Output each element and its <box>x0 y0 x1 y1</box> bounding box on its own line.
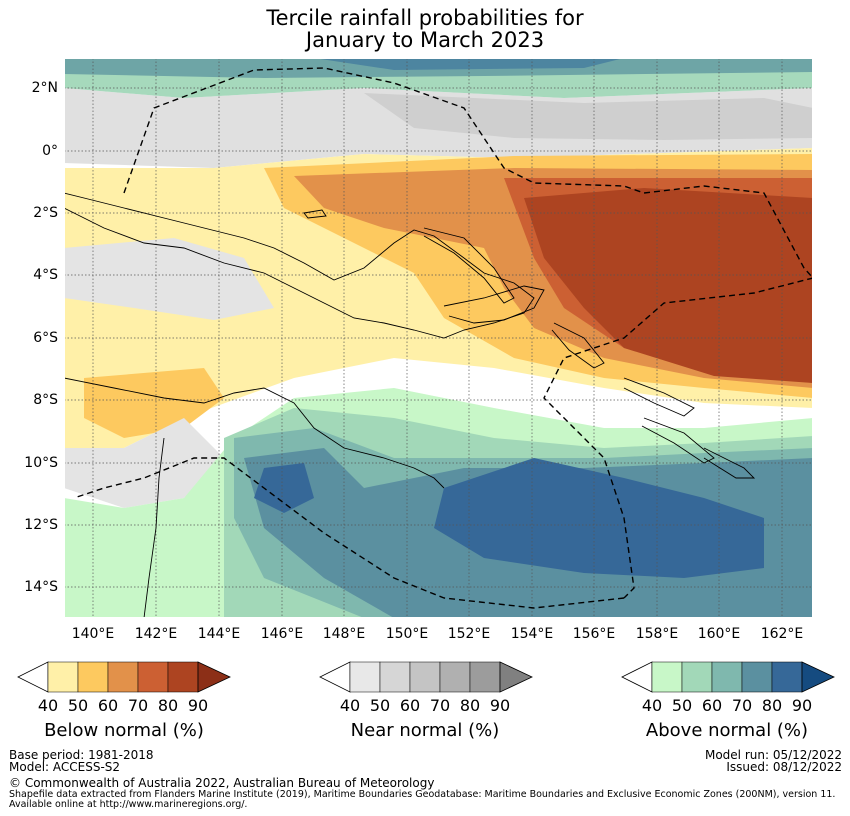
above-tick-90: 90 <box>791 696 813 715</box>
near-tick-70: 70 <box>429 696 451 715</box>
map-title-line1: Tercile rainfall probabilities for <box>266 6 584 30</box>
above-tick-70: 70 <box>731 696 753 715</box>
lon-label-146e: 146°E <box>260 626 304 642</box>
near-swatch-90 <box>499 661 533 693</box>
near-tick-60: 60 <box>399 696 421 715</box>
coastlines <box>64 192 756 618</box>
near-normal-south-west-patch <box>64 418 224 508</box>
lat-label-2n: 2°N <box>31 80 58 96</box>
above-normal-80-blob <box>254 463 314 513</box>
near-swatch-60 <box>409 661 441 693</box>
below-swatch-80 <box>167 661 199 693</box>
issued-date: Issued: 08/12/2022 <box>726 760 842 774</box>
below-tick-90: 90 <box>187 696 209 715</box>
above-swatch-50 <box>681 661 713 693</box>
near-normal-west-patch <box>64 238 274 320</box>
base-period: Base period: 1981-2018 <box>9 748 154 762</box>
below-tick-50: 50 <box>67 696 89 715</box>
above-swatch-80 <box>771 661 803 693</box>
new-britain <box>443 285 545 324</box>
copyright: © Commonwealth of Australia 2022, Austra… <box>9 776 435 790</box>
near-swatch-50 <box>379 661 411 693</box>
lon-label-156e: 156°E <box>572 626 616 642</box>
above-tick-50: 50 <box>671 696 693 715</box>
probability-map <box>64 58 813 618</box>
above-tick-80: 80 <box>761 696 783 715</box>
lon-label-140e: 140°E <box>71 626 115 642</box>
lat-label-4s: 4°S <box>33 267 58 283</box>
above-normal-title: Above normal (%) <box>645 720 809 741</box>
near-normal-colorbar <box>319 661 533 693</box>
lon-label-160e: 160°E <box>697 626 741 642</box>
near-tick-90: 90 <box>489 696 511 715</box>
manus <box>303 209 327 219</box>
near-tick-50: 50 <box>369 696 391 715</box>
model-run: Model run: 05/12/2022 <box>704 748 842 762</box>
lat-label-14s: 14°S <box>24 579 58 595</box>
above-swatch-70 <box>741 661 773 693</box>
below-swatch-60 <box>107 661 139 693</box>
shapefile-credit-line1: Shapefile data extracted from Flanders M… <box>9 789 836 800</box>
below-tick-80: 80 <box>157 696 179 715</box>
below-tick-70: 70 <box>127 696 149 715</box>
above-swatch-90 <box>801 661 835 693</box>
eez-boundaries <box>73 67 813 609</box>
above-swatch-60 <box>711 661 743 693</box>
map-title-line2: January to March 2023 <box>305 28 545 52</box>
lat-label-2s: 2°S <box>33 205 58 221</box>
below-swatch-70 <box>137 661 169 693</box>
cape-york <box>143 437 165 618</box>
lon-label-158e: 158°E <box>635 626 679 642</box>
below-normal-80-region <box>524 188 813 383</box>
new-ireland <box>423 227 515 304</box>
png-eez <box>123 67 813 279</box>
near-tick-80: 80 <box>459 696 481 715</box>
lon-label-148e: 148°E <box>322 626 366 642</box>
lon-label-142e: 142°E <box>134 626 178 642</box>
map-frame <box>64 58 813 618</box>
below-normal-colorbar <box>17 661 231 693</box>
lat-label-0: 0° <box>42 143 58 159</box>
above-normal-north-deep <box>314 58 624 70</box>
bougainville <box>551 322 605 369</box>
near-swatch-80 <box>469 661 501 693</box>
below-swatch-90 <box>197 661 231 693</box>
below-tick-60: 60 <box>97 696 119 715</box>
near-swatch-70 <box>439 661 471 693</box>
lon-label-150e: 150°E <box>385 626 429 642</box>
new-guinea-coast <box>64 192 535 339</box>
near-normal-title: Near normal (%) <box>350 720 500 741</box>
lat-label-8s: 8°S <box>33 392 58 408</box>
graticule <box>64 58 813 618</box>
png-south-eez <box>73 457 625 609</box>
lon-label-144e: 144°E <box>197 626 241 642</box>
below-tick-40: 40 <box>37 696 59 715</box>
new-guinea-south-coast <box>64 377 445 489</box>
lon-label-162e: 162°E <box>760 626 804 642</box>
solomon-islands <box>623 377 756 479</box>
model-name: Model: ACCESS-S2 <box>9 760 121 774</box>
solomon-eez <box>543 277 813 599</box>
above-tick-40: 40 <box>641 696 663 715</box>
lon-label-152e: 152°E <box>447 626 491 642</box>
above-tick-60: 60 <box>701 696 723 715</box>
lat-label-12s: 12°S <box>24 517 58 533</box>
above-normal-80-south <box>434 458 764 578</box>
near-normal-north-core <box>364 93 813 140</box>
shapefile-credit-line2: Available online at http://www.marinereg… <box>9 799 248 810</box>
near-swatch-40 <box>349 661 381 693</box>
below-normal-title: Below normal (%) <box>44 720 204 741</box>
lat-label-6s: 6°S <box>33 330 58 346</box>
lat-label-10s: 10°S <box>24 455 58 471</box>
above-swatch-40 <box>651 661 683 693</box>
above-normal-colorbar <box>621 661 835 693</box>
near-tick-40: 40 <box>339 696 361 715</box>
below-swatch-50 <box>77 661 109 693</box>
lon-label-154e: 154°E <box>510 626 554 642</box>
below-swatch-40 <box>47 661 79 693</box>
below-normal-50-west <box>84 368 224 438</box>
